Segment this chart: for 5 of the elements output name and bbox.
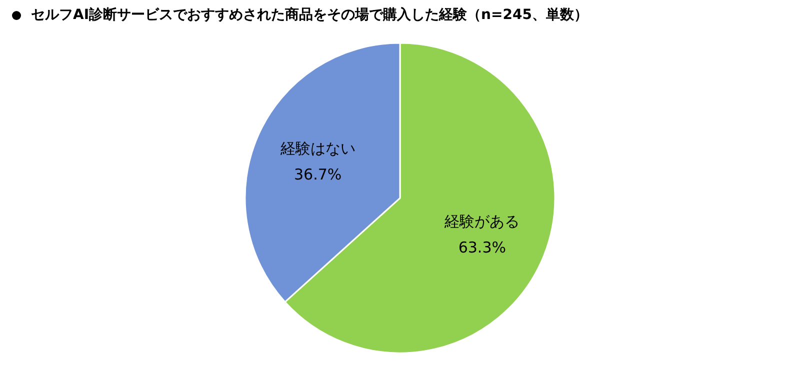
data-label: 36.7% <box>294 166 342 184</box>
chart-title: セルフAI診断サービスでおすすめされた商品をその場で購入した経験（n=245、単数） <box>31 6 588 24</box>
slice-label: 経験はない <box>279 140 356 158</box>
slice-label: 経験がある <box>444 212 520 230</box>
data-label: 63.3% <box>458 238 506 256</box>
